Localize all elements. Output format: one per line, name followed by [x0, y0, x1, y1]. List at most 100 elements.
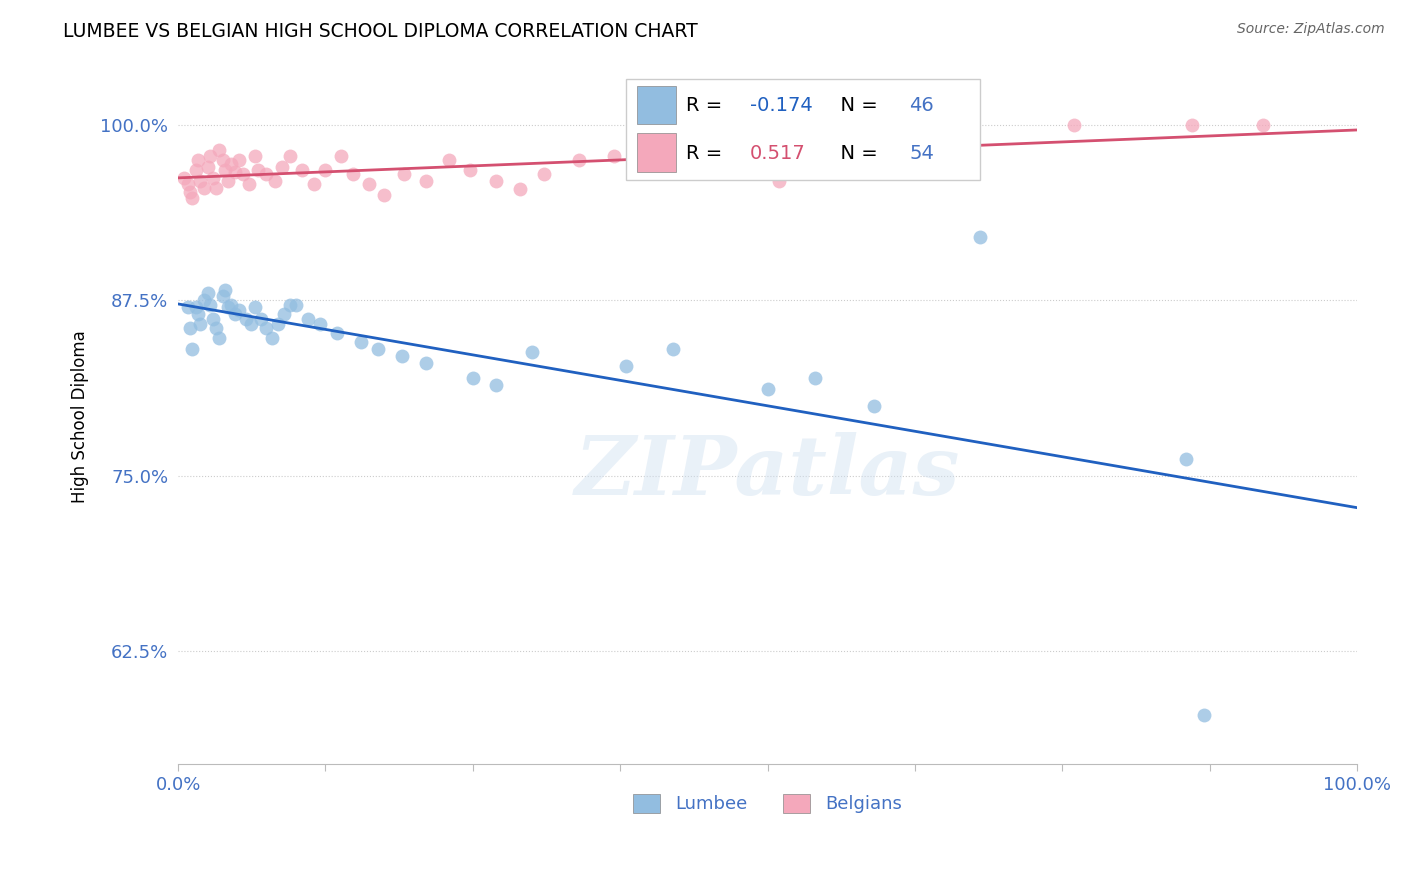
Legend: Lumbee, Belgians: Lumbee, Belgians — [623, 783, 912, 824]
Point — [247, 162, 270, 177]
Point — [198, 148, 221, 162]
Point — [214, 162, 236, 177]
Point — [243, 148, 266, 162]
Point — [256, 167, 278, 181]
Point — [278, 297, 301, 311]
Point — [862, 399, 884, 413]
Point — [638, 162, 661, 177]
Point — [533, 167, 555, 181]
Point — [202, 311, 225, 326]
Point — [228, 153, 250, 167]
Point — [568, 153, 591, 167]
Point — [1181, 118, 1204, 132]
Point — [224, 165, 246, 179]
Point — [302, 177, 325, 191]
Point — [240, 317, 263, 331]
Point — [184, 162, 207, 177]
Point — [756, 382, 779, 396]
Point — [1192, 707, 1215, 722]
Point — [193, 293, 215, 308]
Point — [184, 301, 207, 315]
Point — [219, 297, 242, 311]
Point — [603, 148, 626, 162]
Point — [181, 343, 204, 357]
Point — [179, 185, 201, 199]
Point — [270, 160, 292, 174]
Y-axis label: High School Diploma: High School Diploma — [72, 330, 89, 502]
Point — [1251, 118, 1274, 132]
Point — [193, 181, 215, 195]
Point — [256, 321, 278, 335]
Point — [285, 297, 308, 311]
Point — [367, 343, 389, 357]
Point — [314, 162, 336, 177]
Point — [329, 148, 352, 162]
Point — [262, 331, 284, 345]
Point — [214, 284, 236, 298]
Point — [297, 311, 319, 326]
Point — [803, 370, 825, 384]
Point — [273, 307, 295, 321]
Point — [1063, 118, 1085, 132]
Point — [197, 160, 219, 174]
Text: ZIPatlas: ZIPatlas — [575, 432, 960, 512]
Point — [176, 301, 198, 315]
Point — [238, 177, 260, 191]
Point — [179, 321, 201, 335]
Point — [212, 153, 235, 167]
Point — [969, 230, 991, 244]
Point — [197, 286, 219, 301]
Point — [956, 126, 979, 140]
Point — [373, 188, 395, 202]
Point — [391, 350, 413, 364]
Point — [815, 153, 838, 167]
Point — [520, 345, 543, 359]
Point — [394, 167, 416, 181]
Point — [278, 148, 301, 162]
Point — [415, 174, 437, 188]
Text: Source: ZipAtlas.com: Source: ZipAtlas.com — [1237, 22, 1385, 37]
Point — [198, 297, 221, 311]
Point — [187, 307, 209, 321]
Point — [439, 153, 461, 167]
Point — [190, 174, 212, 188]
Point — [509, 182, 531, 196]
Point — [224, 307, 246, 321]
Point — [662, 343, 685, 357]
Point — [485, 377, 508, 392]
Point — [460, 162, 482, 177]
Point — [1175, 452, 1198, 467]
Point — [212, 289, 235, 303]
Point — [190, 317, 212, 331]
Point — [461, 370, 484, 384]
Point — [208, 331, 231, 345]
Point — [357, 177, 380, 191]
Point — [228, 303, 250, 318]
Point — [862, 145, 884, 160]
Point — [204, 321, 226, 335]
Point — [208, 143, 231, 157]
Point — [181, 191, 204, 205]
Point — [217, 174, 239, 188]
Point — [235, 311, 257, 326]
Point — [176, 177, 198, 191]
Point — [232, 167, 254, 181]
Point — [415, 357, 437, 371]
Point — [243, 301, 266, 315]
Point — [202, 171, 225, 186]
Point — [614, 359, 637, 374]
Point — [910, 135, 932, 149]
Point — [173, 171, 195, 186]
Point — [267, 317, 290, 331]
Point — [485, 174, 508, 188]
Point — [342, 167, 364, 181]
Text: LUMBEE VS BELGIAN HIGH SCHOOL DIPLOMA CORRELATION CHART: LUMBEE VS BELGIAN HIGH SCHOOL DIPLOMA CO… — [63, 22, 697, 41]
Point — [204, 181, 226, 195]
Point — [326, 326, 349, 340]
Point — [768, 174, 790, 188]
Point — [249, 311, 271, 326]
Point — [219, 157, 242, 171]
Point — [686, 157, 709, 171]
Point — [217, 301, 239, 315]
Point — [727, 148, 749, 162]
